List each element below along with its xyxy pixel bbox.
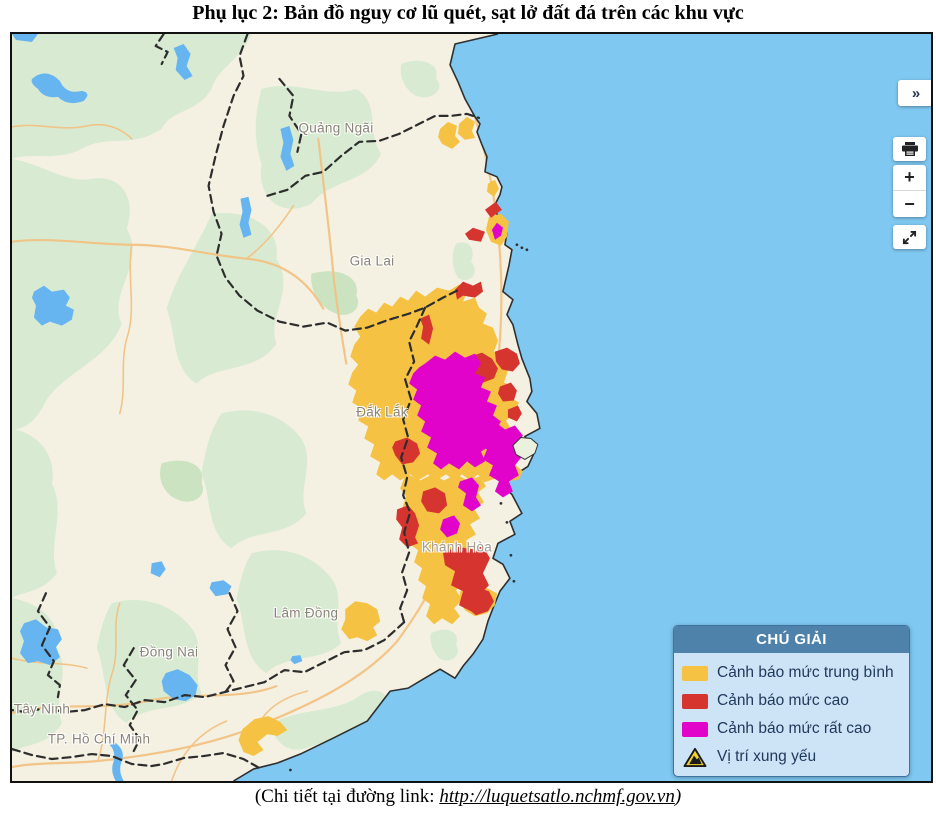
island-layer [288,243,539,772]
province-label-tp-ho-chi-minh: TP. Hồ Chí Minh [47,731,151,747]
province-label-quang-ngai: Quảng Ngãi [298,120,374,136]
printer-icon [901,142,918,156]
legend-item-vulnerable: Vị trí xung yếu [682,743,901,771]
water-layer [12,34,303,781]
zoom-control: + − [893,165,926,217]
province-label-gia-lai: Gia Lai [349,253,395,269]
warning-triangle-icon [683,747,707,767]
footer-suffix: ) [674,786,682,807]
fullscreen-button[interactable] [893,225,926,249]
zoom-in-button[interactable]: + [893,165,926,191]
sea [233,34,931,781]
terrain-layer [12,34,475,754]
fullscreen-icon [902,230,917,244]
legend-items: Cảnh báo mức trung bình Cảnh báo mức cao… [674,653,909,775]
map-canvas[interactable] [12,34,931,781]
province-label-dak-lak: Đắk Lắk [356,404,408,420]
legend-item-high: Cảnh báo mức cao [682,687,901,715]
legend-item-medium: Cảnh báo mức trung bình [682,659,901,687]
detail-link[interactable]: http://luquetsatlo.nchmf.gov.vn [439,786,675,807]
very-high-warning-swatch [682,721,708,737]
footer-prefix: (Chi tiết tại đường link: [254,786,440,807]
legend-item-very-high: Cảnh báo mức rất cao [682,715,901,743]
map-container: Quảng Ngãi Gia Lai Đắk Lắk Khánh Hòa Lâm… [10,32,933,783]
warning-very-high-layer [409,222,523,538]
legend-title: CHÚ GIẢI [674,626,909,653]
province-label-khanh-hoa: Khánh Hòa [421,539,493,555]
province-label-dong-nai: Đồng Nai [139,644,199,660]
print-button[interactable] [893,137,926,161]
coastline [233,34,541,781]
high-warning-swatch [682,693,708,709]
province-label-lam-dong: Lâm Đồng [273,605,339,621]
province-label-tay-ninh: Tây Ninh [13,701,71,717]
medium-warning-swatch [682,665,708,681]
zoom-out-button[interactable]: − [904,193,915,214]
legend-panel: CHÚ GIẢI Cảnh báo mức trung bình Cảnh bá… [673,625,910,777]
footer-note: (Chi tiết tại đường link: http://luquets… [0,786,936,808]
expand-panel-button[interactable]: » [898,80,931,106]
chevrons-right-icon: » [911,84,921,102]
page-title: Phụ lục 2: Bản đồ nguy cơ lũ quét, sạt l… [192,2,744,24]
boundary-layer [12,34,481,770]
